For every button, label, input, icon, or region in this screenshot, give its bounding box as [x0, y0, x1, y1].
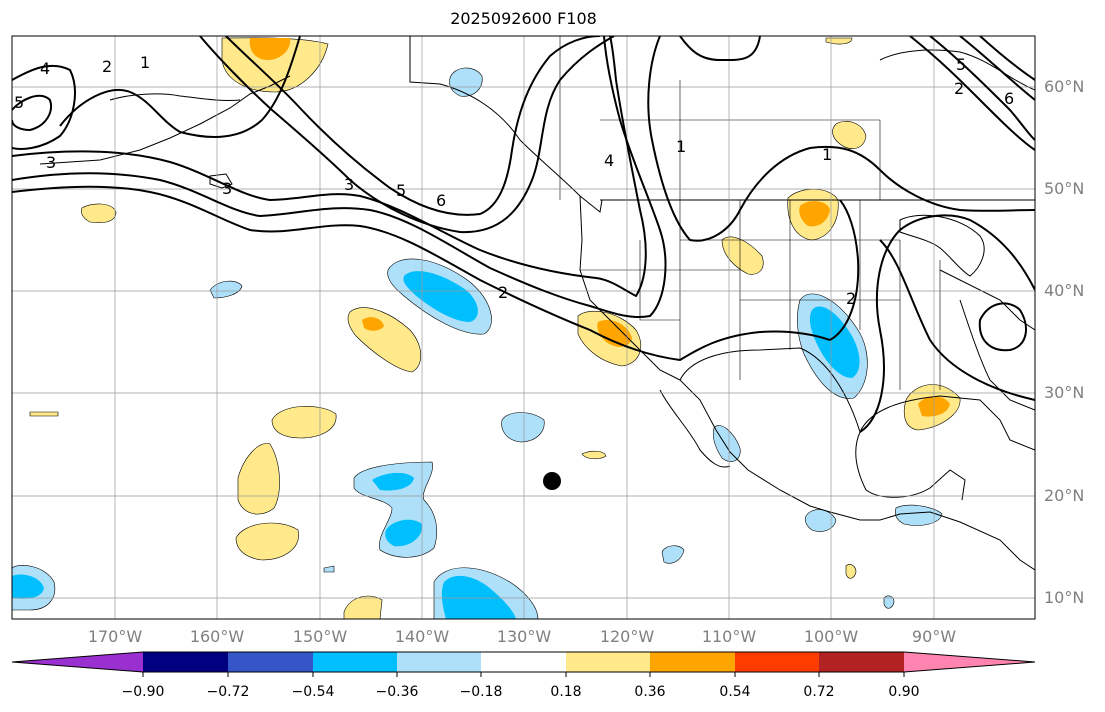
map-title: 2025092600 F108	[450, 9, 597, 28]
contour-label: 6	[1004, 89, 1014, 108]
positive-anomaly-core	[799, 201, 830, 227]
colorbar-bin	[397, 652, 481, 672]
negative-anomaly-area	[501, 412, 545, 443]
contour-label: 2	[954, 79, 964, 98]
colorbar	[11, 651, 1036, 677]
colorbar-bin	[735, 652, 819, 672]
contour-label: 5	[396, 181, 406, 200]
location-marker	[543, 472, 561, 490]
lon-label: 170°W	[87, 627, 143, 646]
lat-label: 30°N	[1044, 383, 1085, 402]
contour-label: 3	[222, 179, 232, 198]
contour-label: 1	[140, 53, 150, 72]
contour-labels: 5 4 2 1 3 3 3 5 6 2 4 1 2 1 6 2 5	[14, 53, 1014, 308]
contour-label: 4	[604, 151, 614, 170]
colorbar-min-extension	[12, 652, 143, 672]
positive-anomaly-area	[845, 564, 857, 579]
negative-anomaly-core	[12, 574, 44, 599]
contour-label: 4	[40, 59, 50, 78]
colorbar-tick-label: −0.90	[121, 684, 165, 700]
lat-label: 20°N	[1044, 486, 1085, 505]
lon-label: 120°W	[599, 627, 655, 646]
map-background	[12, 36, 1035, 619]
contour-label: 1	[822, 145, 832, 164]
lat-label: 40°N	[1044, 281, 1085, 300]
contour-label: 5	[14, 93, 24, 112]
positive-anomaly-area	[832, 121, 867, 149]
lon-label: 150°W	[292, 627, 348, 646]
coastlines	[39, 36, 1035, 571]
contour-label: 3	[46, 153, 56, 172]
graticule	[12, 36, 1035, 619]
contour-label: 1	[676, 137, 686, 156]
negative-anomaly-core	[372, 472, 414, 491]
negative-anomaly-core	[441, 575, 516, 619]
colorbar-tick-label: 0.72	[803, 684, 835, 700]
colorbar-tick-label: −0.54	[291, 684, 335, 700]
contour-label: 2	[498, 283, 508, 302]
colorbar-tick-label: −0.18	[459, 684, 503, 700]
positive-anomaly-area	[343, 595, 383, 619]
positive-anomaly-area	[235, 522, 299, 561]
colorbar-tick-label: 0.90	[888, 684, 920, 700]
colorbar-bin	[650, 652, 735, 672]
positive-anomaly-area	[29, 411, 59, 417]
contour-label: 2	[102, 57, 112, 76]
negative-anomaly-area	[661, 545, 685, 564]
lon-label: 140°W	[394, 627, 450, 646]
positive-anomaly-area	[221, 37, 329, 93]
contour-label: 5	[956, 55, 966, 74]
negative-anomaly-area	[712, 425, 741, 462]
lat-label: 50°N	[1044, 179, 1085, 198]
colorbar-tick-label: 0.36	[634, 684, 666, 700]
positive-anomaly-area	[80, 203, 117, 223]
contour-label: 3	[344, 175, 354, 194]
positive-anomaly-area	[581, 450, 607, 460]
contour-lines	[12, 36, 1035, 433]
negative-anomaly-core	[385, 519, 423, 547]
positive-anomaly-core	[249, 38, 291, 60]
colorbar-bin	[481, 652, 566, 672]
colorbar-bin	[313, 652, 397, 672]
colorbar-max-extension	[904, 652, 1035, 672]
colorbar-tick-label: −0.36	[375, 684, 419, 700]
lon-label: 160°W	[189, 627, 245, 646]
positive-anomaly-area	[825, 37, 853, 45]
lat-label: 10°N	[1044, 588, 1085, 607]
positive-anomaly-core	[362, 317, 384, 331]
colorbar-tick-label: 0.54	[719, 684, 751, 700]
lon-label: 100°W	[803, 627, 859, 646]
lon-label: 130°W	[496, 627, 552, 646]
lon-label: 110°W	[701, 627, 757, 646]
colorbar-bin	[228, 652, 313, 672]
colorbar-bin	[566, 652, 650, 672]
colorbar-bin	[143, 652, 228, 672]
negative-anomaly-area	[323, 565, 335, 573]
negative-anomaly-area	[209, 280, 243, 299]
negative-anomaly-area	[883, 595, 895, 609]
positive-anomaly-core	[597, 319, 632, 347]
lon-label: 90°W	[911, 627, 957, 646]
colorbar-tick-label: 0.18	[550, 684, 582, 700]
negative-anomaly-area	[894, 504, 943, 526]
negative-anomaly-core	[809, 306, 860, 378]
lat-label: 60°N	[1044, 77, 1085, 96]
colorbar-bin	[819, 652, 904, 672]
negative-anomaly-area	[449, 67, 483, 97]
positive-anomaly-area	[237, 443, 280, 515]
colorbar-tick-label: −0.72	[206, 684, 250, 700]
contour-label: 6	[436, 191, 446, 210]
contour-label: 2	[846, 289, 856, 308]
map-frame	[11, 35, 1036, 620]
